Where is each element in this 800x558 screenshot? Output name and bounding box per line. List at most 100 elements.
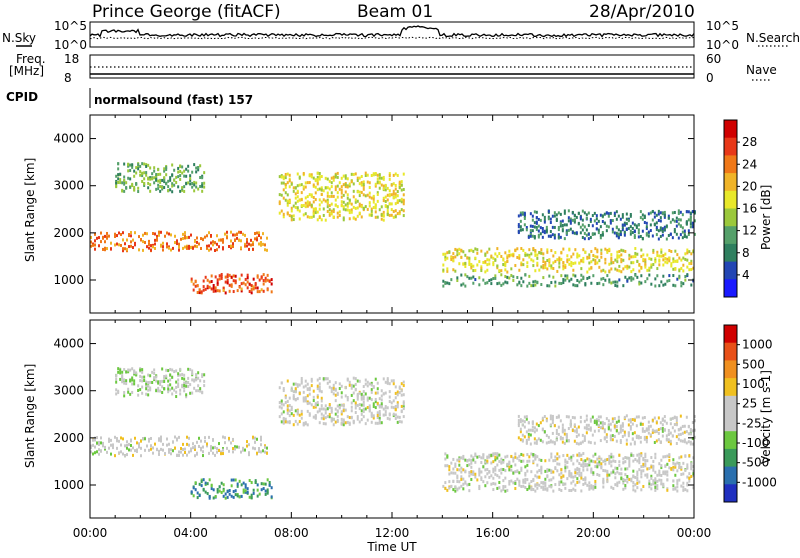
echo-cell	[262, 273, 265, 277]
echo-cell	[545, 419, 548, 423]
echo-cell	[310, 215, 313, 219]
echo-cell	[320, 399, 323, 403]
echo-cell	[352, 189, 355, 193]
echo-cell	[640, 248, 643, 252]
echo-cell	[384, 391, 387, 395]
echo-cell	[600, 248, 603, 252]
echo-cell	[310, 175, 313, 179]
echo-cell	[150, 447, 152, 451]
echo-cell	[521, 433, 524, 437]
echo-cell	[606, 248, 609, 252]
echo-cell	[607, 212, 610, 216]
echo-cell	[682, 485, 685, 489]
echo-cell	[676, 253, 679, 257]
echo-cell	[544, 266, 547, 270]
echo-cell	[569, 424, 572, 428]
echo-cell	[388, 382, 391, 386]
echo-cell	[123, 162, 126, 166]
echo-cell	[203, 384, 206, 388]
echo-cell	[561, 430, 564, 434]
echo-cell	[605, 440, 608, 444]
echo-cell	[298, 217, 301, 221]
echo-cell	[672, 487, 675, 491]
echo-cell	[304, 181, 307, 185]
echo-cell	[566, 260, 569, 264]
echo-cell	[590, 459, 593, 463]
echo-cell	[672, 468, 675, 472]
echo-cell	[364, 422, 367, 426]
echo-cell	[92, 438, 94, 442]
echo-cell	[657, 212, 660, 216]
echo-cell	[286, 411, 289, 415]
echo-cell	[177, 372, 180, 376]
echo-cell	[114, 454, 116, 458]
echo-cell	[598, 473, 601, 477]
echo-cell	[574, 474, 577, 478]
echo-cell	[288, 214, 291, 218]
echo-cell	[378, 186, 381, 190]
echo-cell	[386, 212, 389, 216]
echo-cell	[596, 248, 599, 252]
echo-cell	[632, 484, 635, 488]
echo-cell	[380, 176, 383, 180]
echo-cell	[286, 199, 289, 203]
echo-cell	[470, 262, 473, 266]
echo-cell	[632, 474, 635, 478]
echo-cell	[354, 206, 357, 210]
echo-cell	[639, 210, 642, 214]
echo-cell	[400, 188, 403, 192]
echo-cell	[228, 449, 230, 453]
echo-cell	[610, 485, 613, 489]
echo-cell	[210, 274, 213, 278]
echo-cell	[543, 215, 546, 219]
echo-cell	[486, 258, 489, 262]
echo-cell	[676, 461, 679, 465]
echo-cell	[594, 460, 597, 464]
echo-cell	[394, 195, 397, 199]
echo-cell	[686, 273, 689, 277]
echo-cell	[130, 439, 132, 443]
echo-cell	[531, 422, 534, 426]
echo-cell	[601, 424, 604, 428]
echo-cell	[595, 227, 598, 231]
echo-cell	[240, 289, 243, 293]
echo-cell	[623, 430, 626, 434]
echo-cell	[139, 388, 142, 392]
echo-cell	[692, 469, 695, 473]
echo-cell	[155, 176, 158, 180]
echo-cell	[242, 488, 245, 492]
echo-cell	[498, 453, 501, 457]
echo-cell	[666, 257, 669, 261]
echo-cell	[693, 419, 696, 423]
echo-cell	[472, 472, 475, 476]
echo-cell	[645, 438, 648, 442]
echo-cell	[636, 470, 639, 474]
echo-cell	[570, 481, 573, 485]
echo-cell	[456, 476, 459, 480]
echo-cell	[210, 233, 212, 237]
echo-cell	[624, 484, 627, 488]
echo-cell	[92, 443, 94, 447]
echo-cell	[557, 211, 560, 215]
echo-cell	[644, 258, 647, 262]
echo-cell	[658, 462, 661, 466]
echo-cell	[300, 204, 303, 208]
echo-cell	[566, 477, 569, 481]
echo-cell	[571, 429, 574, 433]
echo-cell	[376, 421, 379, 425]
echo-cell	[199, 379, 202, 383]
echo-cell	[556, 469, 559, 473]
echo-cell	[525, 417, 528, 421]
echo-cell	[216, 283, 219, 287]
echo-cell	[496, 463, 499, 467]
echo-cell	[658, 284, 661, 288]
echo-cell	[526, 463, 529, 467]
echo-cell	[125, 181, 128, 185]
echo-cell	[264, 450, 266, 454]
echo-cell	[126, 247, 128, 251]
echo-cell	[654, 488, 657, 492]
echo-cell	[252, 285, 255, 289]
echo-cell	[356, 395, 359, 399]
echo-cell	[670, 262, 673, 266]
echo-cell	[147, 388, 150, 392]
